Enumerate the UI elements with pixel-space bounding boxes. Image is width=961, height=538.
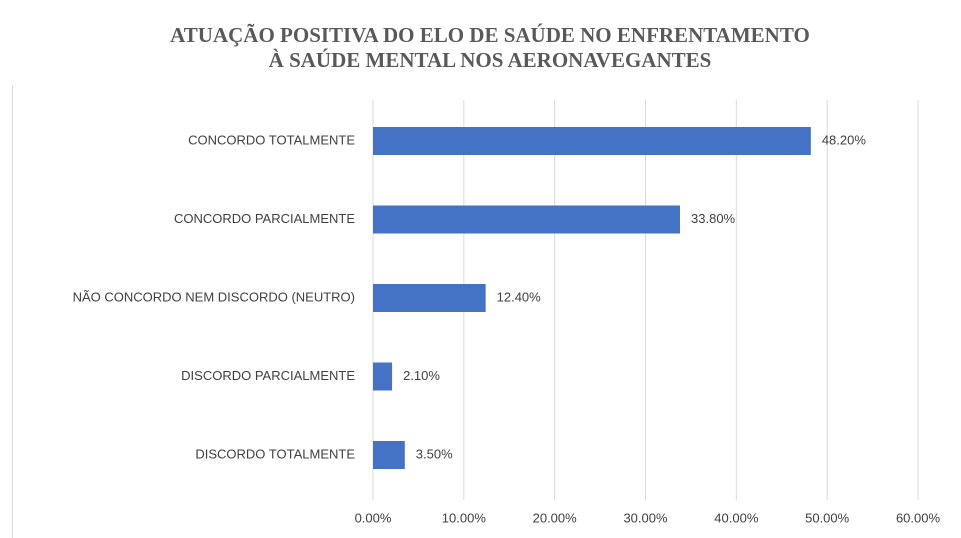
bar bbox=[373, 205, 681, 234]
chart-title: ATUAÇÃO POSITIVA DO ELO DE SAÚDE NO ENFR… bbox=[170, 23, 810, 47]
bar bbox=[373, 441, 405, 469]
y-tick-label: DISCORDO TOTALMENTE bbox=[195, 446, 355, 461]
y-tick-label: CONCORDO TOTALMENTE bbox=[188, 132, 355, 147]
bar bbox=[373, 284, 486, 312]
bar bbox=[373, 362, 393, 391]
x-tick-label: 50.00% bbox=[805, 510, 850, 525]
data-label: 12.40% bbox=[497, 289, 542, 304]
data-label: 3.50% bbox=[416, 446, 453, 461]
y-tick-label: CONCORDO PARCIALMENTE bbox=[174, 211, 355, 226]
y-tick-label: DISCORDO PARCIALMENTE bbox=[181, 368, 355, 383]
data-label: 2.10% bbox=[403, 368, 440, 383]
data-label: 33.80% bbox=[691, 211, 736, 226]
x-tick-label: 20.00% bbox=[533, 510, 578, 525]
x-tick-label: 30.00% bbox=[623, 510, 668, 525]
x-tick-label: 10.00% bbox=[442, 510, 487, 525]
x-tick-label: 60.00% bbox=[896, 510, 941, 525]
x-tick-label: 40.00% bbox=[714, 510, 759, 525]
chart-title: À SAÚDE MENTAL NOS AERONAVEGANTES bbox=[269, 48, 712, 72]
data-label: 48.20% bbox=[822, 132, 867, 147]
y-tick-label: NÃO CONCORDO NEM DISCORDO (NEUTRO) bbox=[73, 289, 355, 304]
bar bbox=[373, 127, 811, 155]
x-tick-label: 0.00% bbox=[355, 510, 392, 525]
